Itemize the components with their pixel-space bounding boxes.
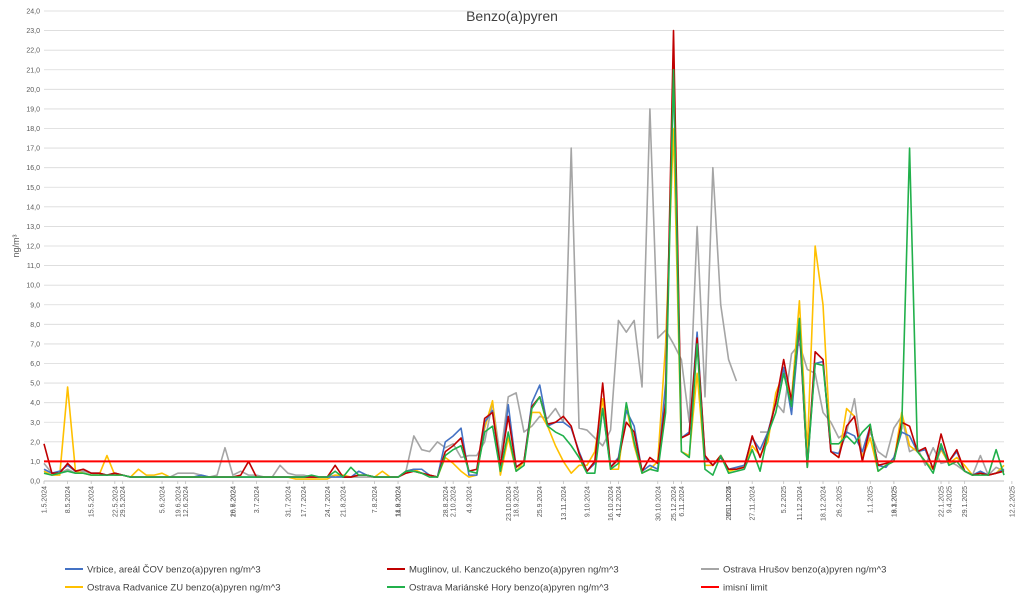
y-tick-label: 7,0	[30, 341, 40, 348]
x-tick-label: 12.2.2025	[1009, 486, 1016, 517]
legend-label: Ostrava Hrušov benzo(a)pyren ng/m^3	[723, 565, 886, 576]
y-tick-label: 3,0	[30, 420, 40, 427]
series-line-4	[43, 68, 1005, 478]
series-line-3	[43, 127, 1005, 480]
series-line-0	[43, 68, 1005, 478]
x-tick-label: 27.11.2024	[750, 486, 757, 521]
chart-title: Benzo(a)pyren	[466, 8, 558, 24]
x-tick-label: 7.8.2024	[372, 486, 379, 513]
x-tick-label: 19.3.2025	[891, 486, 898, 517]
gridlines	[44, 10, 1004, 482]
x-tick-label: 16.10.2024	[608, 486, 615, 521]
legend-label: Ostrava Radvanice ZU benzo(a)pyren ng/m^…	[87, 583, 281, 594]
legend-label: Vrbice, areál ČOV benzo(a)pyren ng/m^3	[87, 565, 261, 576]
y-tick-label: 9,0	[30, 302, 40, 309]
x-tick-label: 11.9.2024	[396, 486, 403, 517]
series-lines	[43, 29, 1005, 480]
x-tick-label: 2.10.2024	[451, 486, 458, 517]
y-tick-label: 19,0	[26, 106, 40, 113]
series-line-1	[43, 29, 1005, 478]
x-tick-label: 17.7.2024	[301, 486, 308, 517]
x-tick-label: 5.2.2025	[781, 486, 788, 513]
legend: Vrbice, areál ČOV benzo(a)pyren ng/m^3 Mu…	[65, 565, 886, 594]
x-tick-label: 6.11.2024	[679, 486, 686, 517]
x-tick-label: 31.7.2024	[285, 486, 292, 517]
y-tick-label: 17,0	[26, 146, 40, 153]
y-tick-label: 14,0	[26, 204, 40, 211]
y-tick-label: 2,0	[30, 439, 40, 446]
y-tick-label: 22,0	[26, 48, 40, 55]
legend-label: Ostrava Mariánské Hory benzo(a)pyren ng/…	[409, 583, 609, 594]
y-tick-label: 23,0	[26, 28, 40, 35]
y-tick-label: 24,0	[26, 9, 40, 16]
x-tick-label: 18.12.2024	[821, 486, 828, 521]
y-tick-label: 16,0	[26, 165, 40, 172]
y-tick-label: 21,0	[26, 67, 40, 74]
x-tick-label: 10.7.2024	[230, 486, 237, 517]
y-tick-label: 0,0	[30, 479, 40, 486]
y-axis-ticks: 0,0 1,0 2,0 3,0 4,0 5,0 6,0 7,0 8,0 9,0 10,0 11,0 12…	[26, 9, 40, 486]
y-tick-label: 10,0	[26, 283, 40, 290]
x-tick-label: 28.8.2024	[443, 486, 450, 517]
x-tick-label: 23.10.2024	[506, 486, 513, 521]
x-tick-label: 12.6.2024	[183, 486, 190, 517]
x-tick-label: 4.12.2024	[616, 486, 623, 517]
x-tick-label: 26.6.2024	[230, 486, 237, 517]
x-tick-label: 8.5.2024	[65, 486, 72, 513]
x-tick-label: 3.7.2024	[254, 486, 261, 513]
x-tick-label: 30.10.2024	[655, 486, 662, 521]
x-tick-label: 1.5.2024	[42, 486, 49, 513]
x-axis-ticks: 1.5.2024 8.5.2024 15.5.2024 22.5.2024 29.5.2…	[42, 481, 1016, 521]
x-tick-label: 22.5.2024	[112, 486, 119, 517]
y-tick-label: 6,0	[30, 361, 40, 368]
x-tick-label: 15.1.2025	[726, 486, 733, 517]
x-tick-label: 24.7.2024	[325, 486, 332, 517]
y-tick-label: 15,0	[26, 185, 40, 192]
x-tick-label: 15.5.2024	[89, 486, 96, 517]
x-tick-label: 29.5.2024	[120, 486, 127, 517]
y-axis-label: ng/m³	[11, 234, 21, 257]
x-tick-label: 26.2.2025	[836, 486, 843, 517]
y-tick-label: 20,0	[26, 87, 40, 94]
y-tick-label: 11,0	[27, 263, 40, 270]
x-tick-label: 9.10.2024	[584, 486, 591, 517]
x-tick-label: 8.1.2025	[891, 486, 898, 513]
x-tick-label: 29.1.2025	[962, 486, 969, 517]
y-tick-label: 5,0	[30, 381, 40, 388]
x-tick-label: 11.12.2024	[797, 486, 804, 521]
x-tick-label: 19.6.2024	[175, 486, 182, 517]
legend-label: imisní limit	[723, 583, 768, 594]
x-tick-label: 5.6.2024	[160, 486, 167, 513]
x-tick-label: 18.9.2024	[514, 486, 521, 517]
y-tick-label: 13,0	[26, 224, 40, 231]
x-tick-label: 25.12.2024	[671, 486, 678, 521]
x-tick-label: 9.4.2025	[946, 486, 953, 513]
x-tick-label: 22.1.2025	[939, 486, 946, 517]
x-tick-label: 25.9.2024	[537, 486, 544, 517]
y-tick-label: 8,0	[30, 322, 40, 329]
y-tick-label: 12,0	[26, 244, 40, 251]
y-tick-label: 1,0	[30, 459, 40, 466]
legend-label: Muglinov, ul. Kanczuckého benzo(a)pyren …	[409, 565, 619, 576]
x-tick-label: 13.11.2024	[561, 486, 568, 521]
x-tick-label: 20.11.2024	[726, 486, 733, 521]
x-tick-label: 14.8.2024	[396, 486, 403, 517]
x-tick-label: 1.1.2025	[868, 486, 875, 513]
y-tick-label: 18,0	[26, 126, 40, 133]
x-tick-label: 21.8.2024	[341, 486, 348, 517]
x-tick-label: 4.9.2024	[466, 486, 473, 513]
y-tick-label: 4,0	[30, 400, 40, 407]
